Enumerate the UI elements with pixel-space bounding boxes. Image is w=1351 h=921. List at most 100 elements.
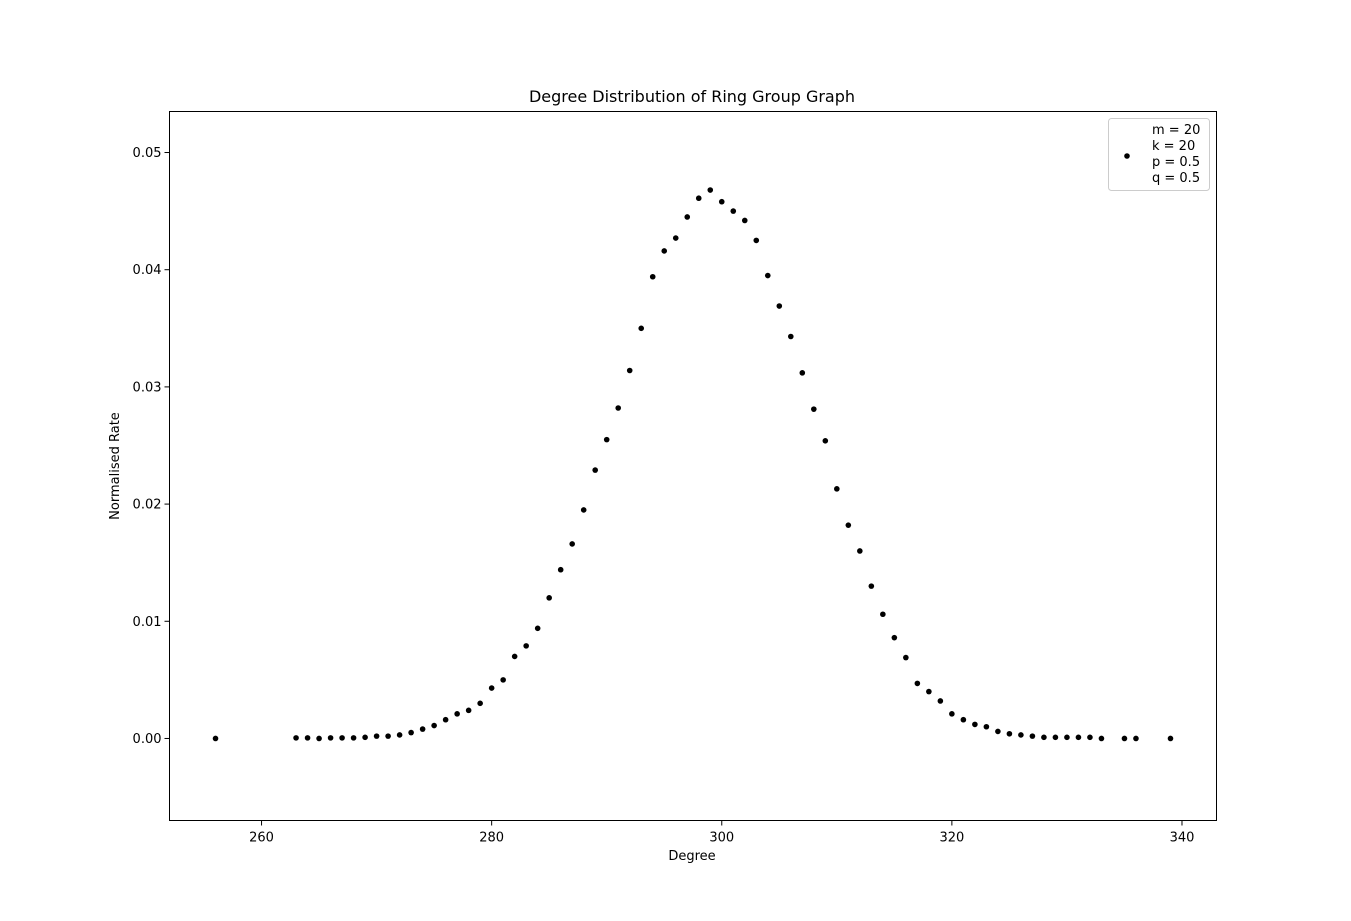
x-axis: 260 280 300 320 340 [249, 820, 1195, 846]
data-point [822, 438, 829, 444]
data-point [684, 214, 691, 220]
data-point [316, 735, 322, 742]
data-point [845, 522, 852, 528]
data-point [834, 486, 840, 492]
data-point [615, 405, 622, 411]
data-point [373, 733, 380, 739]
data-point [638, 325, 645, 332]
legend-box [1108, 118, 1210, 191]
data-point [1121, 735, 1128, 742]
data-point [1075, 734, 1082, 741]
data-point [730, 208, 737, 214]
data-point [603, 436, 610, 443]
legend-marker [1124, 153, 1130, 159]
data-point [1006, 730, 1013, 737]
y-axis: 0.00 0.01 0.02 0.03 0.04 0.05 [133, 146, 170, 747]
data-point [1029, 733, 1036, 739]
data-point [534, 625, 541, 632]
data-point [1087, 734, 1093, 741]
data-point [350, 735, 357, 741]
data-point [626, 367, 633, 374]
data-point [880, 611, 886, 618]
y-tick-label: 0.01 [133, 615, 162, 630]
data-point [1167, 735, 1174, 742]
data-point [661, 248, 668, 254]
data-point [707, 187, 714, 193]
y-tick-label: 0.05 [133, 146, 162, 161]
x-tick-label: 280 [479, 831, 504, 846]
x-tick-label: 300 [709, 831, 734, 846]
data-point [753, 237, 760, 244]
data-point [327, 735, 334, 741]
legend-entry-line: p = 0.5 [1152, 155, 1200, 170]
data-point [972, 721, 978, 728]
data-point [523, 643, 529, 649]
data-point [1098, 735, 1105, 742]
data-point [454, 711, 460, 717]
data-point [672, 235, 679, 241]
data-point [1064, 734, 1070, 741]
data-point [362, 734, 368, 741]
data-points [212, 187, 1174, 742]
data-point [937, 698, 944, 704]
data-point [500, 677, 506, 683]
data-point [1133, 735, 1139, 742]
y-tick-label: 0.00 [133, 732, 162, 747]
data-point [995, 728, 1001, 735]
data-point [408, 729, 414, 736]
data-point [592, 467, 599, 473]
data-point [385, 733, 391, 739]
data-point [983, 723, 990, 730]
data-point [304, 735, 311, 741]
data-point [293, 735, 299, 741]
data-point [914, 680, 921, 687]
data-point [546, 595, 552, 601]
data-point [511, 653, 518, 660]
data-point [419, 726, 426, 732]
data-point [580, 507, 587, 513]
data-point [695, 195, 702, 202]
y-tick-label: 0.04 [133, 263, 162, 278]
data-point [396, 732, 403, 738]
data-point [926, 688, 932, 695]
y-tick-label: 0.02 [133, 498, 162, 513]
data-point [891, 634, 898, 641]
x-tick-label: 320 [939, 831, 964, 846]
data-point [431, 722, 437, 729]
data-point [1052, 734, 1059, 741]
legend-entry-line: m = 20 [1152, 123, 1200, 138]
data-point [1018, 732, 1024, 738]
data-point [477, 700, 483, 707]
data-point [442, 716, 449, 723]
legend-entry-line: q = 0.5 [1152, 171, 1200, 186]
data-point [787, 333, 794, 340]
plot-area-frame [169, 111, 1217, 821]
x-tick-label: 260 [249, 831, 274, 846]
data-point [339, 735, 345, 741]
y-axis-label: Normalised Rate [108, 412, 123, 520]
data-point [212, 735, 219, 742]
data-point [764, 272, 771, 279]
data-point [868, 583, 875, 589]
data-point [1041, 734, 1047, 741]
data-point [569, 541, 575, 547]
x-axis-label: Degree [668, 849, 715, 864]
data-point [465, 707, 472, 714]
data-point [741, 217, 748, 224]
data-point [799, 370, 806, 376]
data-point [949, 711, 955, 717]
data-point [857, 548, 863, 554]
data-point [718, 198, 725, 205]
data-point [557, 566, 564, 573]
data-point [811, 406, 817, 412]
data-point [960, 716, 967, 723]
data-point [903, 654, 909, 661]
x-tick-label: 340 [1170, 831, 1195, 846]
legend-entry-line: k = 20 [1152, 139, 1195, 154]
data-point [649, 273, 656, 280]
legend: m = 20k = 20p = 0.5q = 0.5 [1108, 118, 1210, 191]
chart-title: Degree Distribution of Ring Group Graph [529, 87, 855, 106]
y-tick-label: 0.03 [133, 380, 162, 395]
data-point [488, 685, 495, 691]
